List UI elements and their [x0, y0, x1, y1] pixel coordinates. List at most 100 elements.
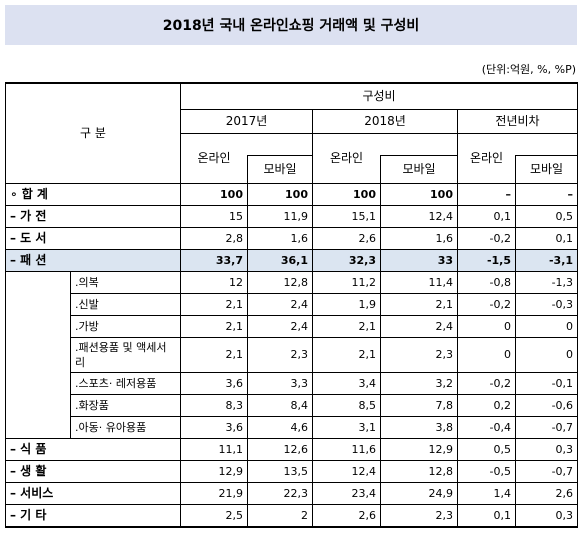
cell-value: -0,6 [514, 393, 579, 417]
cell-value: 11,1 [180, 437, 248, 461]
cell-value: 0 [457, 314, 516, 338]
cell-value: 23,4 [312, 481, 381, 505]
indent-space [5, 271, 71, 438]
table-row: – 생 활 12,9 13,5 12,4 12,8 -0,5 -0,7 [5, 459, 579, 483]
cell-value: 11,4 [380, 270, 458, 294]
cell-value: 2,6 [312, 226, 381, 250]
cell-value: 3,1 [312, 415, 381, 439]
title: 2018년 국내 온라인쇼핑 거래액 및 구성비 [5, 5, 577, 45]
cell-value: -1,5 [457, 248, 516, 272]
cell-value: 12,9 [380, 437, 458, 461]
header-row: 구 분 구성비 [5, 82, 579, 184]
row-label: ∘ 합 계 [5, 182, 181, 206]
row-label: – 가 전 [5, 204, 181, 228]
cell-value: 1,6 [247, 226, 313, 250]
cell-value: 8,3 [180, 393, 248, 417]
cell-value: 3,6 [180, 415, 248, 439]
row-label: .스포츠· 레저용품 [70, 371, 181, 395]
cell-value: 21,9 [180, 481, 248, 505]
table-row: .스포츠· 레저용품 3,6 3,3 3,4 3,2 -0,2 -0,1 [6, 371, 579, 395]
cell-value: 2,3 [380, 336, 458, 373]
cell-value: 12,8 [380, 459, 458, 483]
row-label: – 기 타 [5, 503, 181, 528]
sub-header-space [515, 132, 579, 156]
cell-value: 8,5 [312, 393, 381, 417]
cell-value: 1,6 [380, 226, 458, 250]
row-label: .화장품 [70, 393, 181, 417]
cell-value: 12,8 [247, 270, 313, 294]
cell-value: 100 [312, 182, 381, 206]
sub-header-space [380, 132, 458, 156]
cell-value: 2,3 [380, 503, 458, 528]
unit-note: (단위:억원, %, %P) [481, 63, 576, 76]
table-row: .의복 12 12,8 11,2 11,4 -0,8 -1,3 [5, 270, 579, 438]
cell-value: 2,3 [247, 336, 313, 373]
cell-value: 100 [247, 182, 313, 206]
cell-value: 32,3 [312, 248, 381, 272]
cell-value: 12 [180, 270, 248, 294]
header-row: 2017년 2018년 전년비차 [6, 108, 579, 134]
table-row: .가방 2,1 2,4 2,1 2,4 0 0 [6, 314, 579, 338]
cell-value: -0,1 [514, 371, 579, 395]
corner-cell: 구 분 [5, 82, 181, 184]
table-row: – 기 타 2,5 2 2,6 2,3 0,1 0,3 [5, 503, 579, 528]
sub-header: 온라인 [457, 132, 516, 184]
table-row: – 가 전 15 11,9 15,1 12,4 0,1 0,5 [5, 204, 579, 228]
cell-value: 2,4 [247, 314, 313, 338]
cell-value: 0 [514, 336, 579, 373]
cell-value: 2,1 [380, 292, 458, 316]
cell-value: 2,1 [312, 336, 381, 373]
cell-value: 33 [380, 248, 458, 272]
row-label: – 도 서 [5, 226, 181, 250]
cell-value: 2,5 [180, 503, 248, 528]
group-header: 구성비 [179, 82, 579, 110]
cell-value: 100 [180, 182, 248, 206]
cell-value: 1,9 [312, 292, 381, 316]
cell-value: 12,9 [180, 459, 248, 483]
sub-header: 모바일 [514, 154, 579, 184]
cell-value: 0 [457, 336, 516, 373]
table: 구 분 구성비 2017년 2018년 전년비차 온라인 온라인 온라인 모바일 모바일 모바일 ∘… [5, 82, 579, 528]
table-row: – 패 션 33,7 36,1 32,3 33 -1,5 -3,1 [5, 248, 579, 272]
row-label: – 패 션 [5, 248, 181, 272]
table-head: 구 분 구성비 2017년 2018년 전년비차 온라인 온라인 온라인 모바일 모바일 모바일 [5, 82, 579, 184]
cell-value: 2,4 [247, 292, 313, 316]
cell-value: 11,9 [247, 204, 313, 228]
cell-value: 2,8 [180, 226, 248, 250]
row-label: .신발 [70, 292, 181, 316]
header-row: 모바일 모바일 모바일 [6, 154, 579, 184]
cell-value: 3,2 [380, 371, 458, 395]
table-row: – 식 품 11,1 12,6 11,6 12,9 0,5 0,3 [5, 437, 579, 461]
table-row: .화장품 8,3 8,4 8,5 7,8 0,2 -0,6 [6, 393, 579, 417]
cell-value: -0,8 [457, 270, 516, 294]
cell-value: 0,1 [457, 503, 516, 528]
cell-value: 3,6 [180, 371, 248, 395]
year-header: 2018년 [312, 108, 458, 134]
table-body: ∘ 합 계 100 100 100 100– – – 가 전 15 11,9 15,1 12,4 0,… [5, 182, 579, 528]
table-row: .아동· 유아용품 3,6 4,6 3,1 3,8 -0,4 -0,7 [6, 415, 579, 439]
cell-value: 2,1 [180, 292, 248, 316]
cell-value: -0,4 [457, 415, 516, 439]
year-header: 2017년 [180, 108, 313, 134]
sub-header: 모바일 [380, 154, 458, 184]
cell-value: 15 [180, 204, 248, 228]
cell-value: 36,1 [247, 248, 313, 272]
row-label: .패션용품 및 액세서리 [70, 336, 181, 373]
cell-value: 2,6 [312, 503, 381, 528]
cell-value: 12,6 [247, 437, 313, 461]
row-label: .가방 [70, 314, 181, 338]
table-row: .패션용품 및 액세서리 2,1 2,3 2,1 2,3 0 0 [6, 336, 579, 373]
table-row: – 도 서 2,8 1,6 2,6 1,6 -0,2 0,1 [5, 226, 579, 250]
cell-value: -0,7 [514, 415, 579, 439]
cell-value: 0,5 [514, 204, 579, 228]
cell-value: 0 [514, 314, 579, 338]
cell-value: 100 [380, 182, 458, 206]
cell-value: 4,6 [247, 415, 313, 439]
cell-value: 33,7 [180, 248, 248, 272]
sub-header-space [247, 132, 313, 156]
cell-value: 2,4 [380, 314, 458, 338]
cell-value: -0,3 [514, 292, 579, 316]
sub-header: 온라인 [180, 132, 248, 184]
cell-value: 0,1 [514, 226, 579, 250]
